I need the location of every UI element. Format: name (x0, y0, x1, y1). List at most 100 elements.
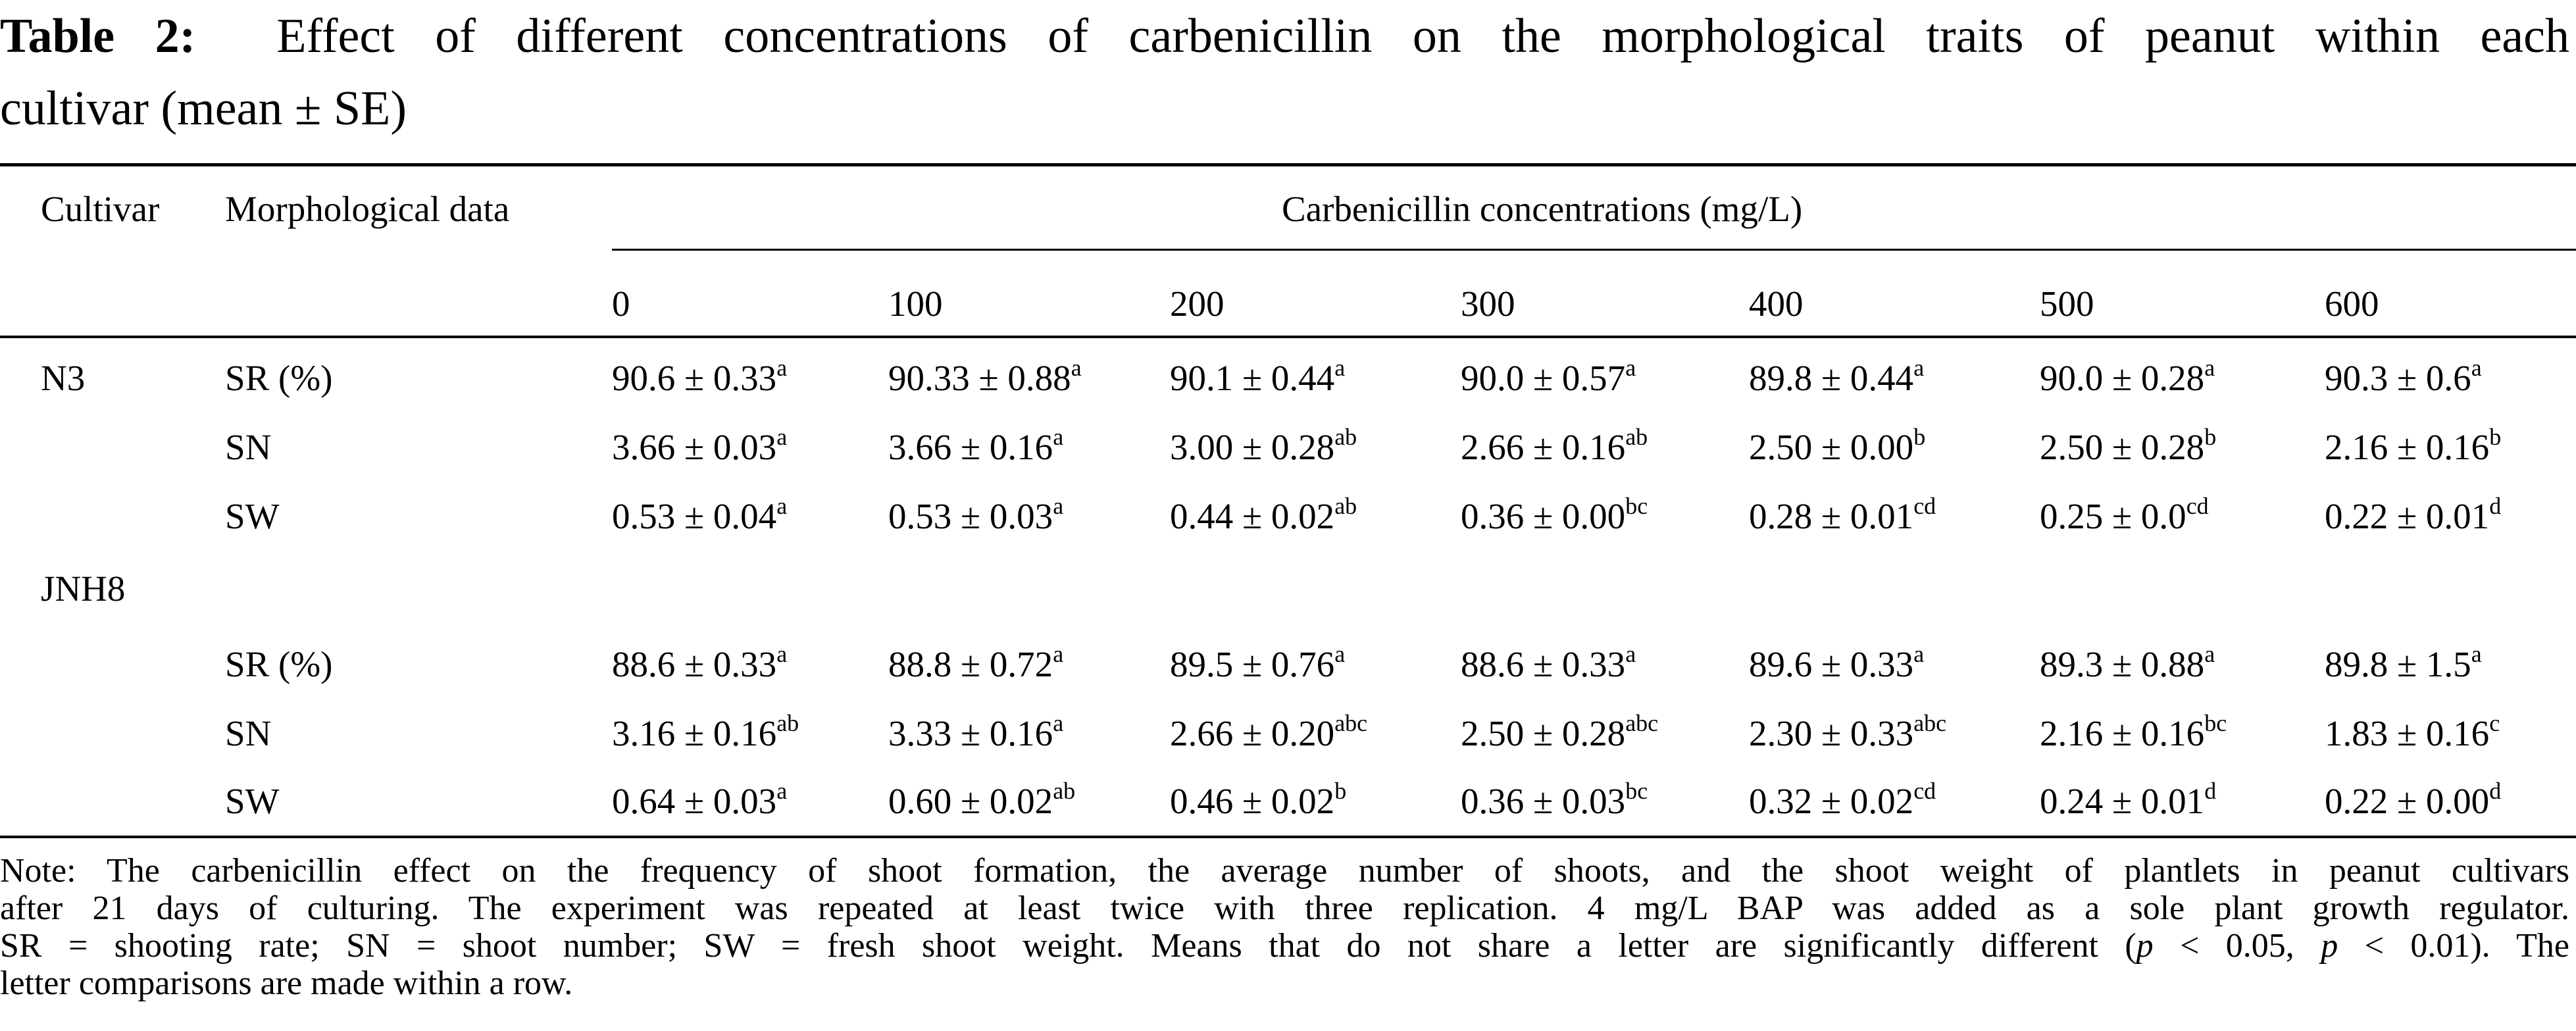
header-level: 400 (1749, 284, 1804, 324)
significance-letter: cd (1913, 778, 1936, 804)
significance-letter: bc (1625, 778, 1648, 804)
table-cell: 90.3 ± 0.6a (2325, 355, 2482, 402)
header-rule (0, 336, 2576, 338)
table-cell: 0.32 ± 0.02cd (1749, 778, 1936, 825)
mean-value: 0.36 ± 0.00 (1461, 496, 1626, 536)
trait-label: SN (225, 427, 272, 467)
note-text: SR = shooting rate; SN = shoot number; S… (0, 927, 2136, 965)
significance-letter: a (1053, 424, 1064, 450)
mean-value: 0.53 ± 0.03 (888, 496, 1053, 536)
table-cell: 0.60 ± 0.02ab (888, 778, 1075, 825)
cultivar-name: JNH8 (41, 568, 126, 609)
table-cell: 2.16 ± 0.16bc (2040, 710, 2227, 757)
mean-value: 2.50 ± 0.28 (1461, 713, 1626, 753)
table-cell: 2.16 ± 0.16b (2325, 424, 2501, 471)
mean-value: 0.24 ± 0.01 (2040, 781, 2205, 821)
significance-letter: d (2204, 778, 2217, 804)
significance-letter: a (1625, 641, 1636, 667)
header-cultivar: Cultivar (41, 189, 160, 229)
table-cell: 0.53 ± 0.04a (612, 493, 787, 540)
caption-line-1: Table 2: Effect of different concentrati… (0, 0, 2569, 72)
table-cell: 3.16 ± 0.16ab (612, 710, 799, 757)
table-cell: 0.64 ± 0.03a (612, 778, 787, 825)
mean-value: 2.66 ± 0.16 (1461, 427, 1626, 467)
mean-value: 90.0 ± 0.28 (2040, 358, 2205, 398)
significance-letter: d (2489, 493, 2502, 519)
trait-label: SW (225, 496, 280, 536)
mean-value: 0.36 ± 0.03 (1461, 781, 1626, 821)
mean-value: 3.16 ± 0.16 (612, 713, 777, 753)
header-level: 600 (2325, 284, 2379, 324)
table-cell: 90.0 ± 0.57a (1461, 355, 1636, 402)
table-cell: 89.6 ± 0.33a (1749, 641, 1924, 688)
significance-letter: bc (2204, 710, 2227, 736)
table-cell: 3.66 ± 0.03a (612, 424, 787, 471)
significance-letter: a (1053, 710, 1064, 736)
bottom-rule (0, 836, 2576, 838)
note-line-1: Note: The carbenicillin effect on the fr… (0, 852, 2569, 890)
mean-value: 2.50 ± 0.00 (1749, 427, 1914, 467)
cultivar-name: N3 (41, 358, 86, 398)
note-line-4: letter comparisons are made within a row… (0, 965, 573, 1002)
significance-letter: ab (1625, 424, 1648, 450)
significance-letter: a (1053, 641, 1064, 667)
note-text: < 0.05, (2153, 927, 2321, 965)
mean-value: 0.28 ± 0.01 (1749, 496, 1914, 536)
p-symbol: p (2136, 927, 2154, 965)
table-cell: 89.8 ± 1.5a (2325, 641, 2482, 688)
significance-letter: ab (1053, 778, 1076, 804)
significance-letter: ab (1334, 424, 1357, 450)
table-cell: 88.8 ± 0.72a (888, 641, 1063, 688)
mean-value: 90.6 ± 0.33 (612, 358, 777, 398)
significance-letter: a (776, 778, 788, 804)
mean-value: 90.3 ± 0.6 (2325, 358, 2471, 398)
significance-letter: d (2489, 778, 2502, 804)
table-cell: 89.5 ± 0.76a (1170, 641, 1345, 688)
significance-letter: c (2489, 710, 2500, 736)
mean-value: 89.5 ± 0.76 (1170, 644, 1335, 684)
mean-value: 90.0 ± 0.57 (1461, 358, 1626, 398)
header-level: 100 (888, 284, 943, 324)
significance-letter: bc (1625, 493, 1648, 519)
trait-label: SR (%) (225, 644, 333, 684)
table-cell: 0.46 ± 0.02b (1170, 778, 1346, 825)
table-cell: 2.66 ± 0.16ab (1461, 424, 1648, 471)
table-cell: 2.50 ± 0.00b (1749, 424, 1925, 471)
table-cell: 0.24 ± 0.01d (2040, 778, 2216, 825)
mean-value: 3.66 ± 0.03 (612, 427, 777, 467)
caption-line-2: cultivar (mean ± SE) (0, 82, 407, 136)
table-cell: 88.6 ± 0.33a (1461, 641, 1636, 688)
mean-value: 0.60 ± 0.02 (888, 781, 1053, 821)
mean-value: 0.22 ± 0.00 (2325, 781, 2490, 821)
significance-letter: b (1334, 778, 1347, 804)
table-cell: 2.50 ± 0.28b (2040, 424, 2216, 471)
header-level: 500 (2040, 284, 2094, 324)
header-concentrations: Carbenicillin concentrations (mg/L) (1282, 189, 1803, 229)
table-cell: 3.00 ± 0.28ab (1170, 424, 1357, 471)
significance-letter: abc (1913, 710, 1947, 736)
table-cell: 0.36 ± 0.00bc (1461, 493, 1648, 540)
table-cell: 0.25 ± 0.0cd (2040, 493, 2209, 540)
mean-value: 1.83 ± 0.16 (2325, 713, 2490, 753)
note-line-3: SR = shooting rate; SN = shoot number; S… (0, 927, 2569, 965)
table-cell: 90.6 ± 0.33a (612, 355, 787, 402)
table-cell: 0.36 ± 0.03bc (1461, 778, 1648, 825)
mean-value: 89.8 ± 0.44 (1749, 358, 1914, 398)
table-cell: 2.50 ± 0.28abc (1461, 710, 1658, 757)
table-cell: 88.6 ± 0.33a (612, 641, 787, 688)
trait-label: SN (225, 713, 272, 753)
mean-value: 2.66 ± 0.20 (1170, 713, 1335, 753)
mean-value: 0.32 ± 0.02 (1749, 781, 1914, 821)
mean-value: 0.46 ± 0.02 (1170, 781, 1335, 821)
significance-letter: a (2471, 641, 2482, 667)
mean-value: 88.6 ± 0.33 (1461, 644, 1626, 684)
table-cell: 89.3 ± 0.88a (2040, 641, 2215, 688)
significance-letter: a (1071, 355, 1082, 381)
mean-value: 0.25 ± 0.0 (2040, 496, 2186, 536)
header-level: 0 (612, 284, 630, 324)
significance-letter: cd (2186, 493, 2209, 519)
significance-letter: a (776, 641, 788, 667)
header-level: 200 (1170, 284, 1225, 324)
significance-letter: abc (1625, 710, 1659, 736)
mean-value: 89.6 ± 0.33 (1749, 644, 1914, 684)
